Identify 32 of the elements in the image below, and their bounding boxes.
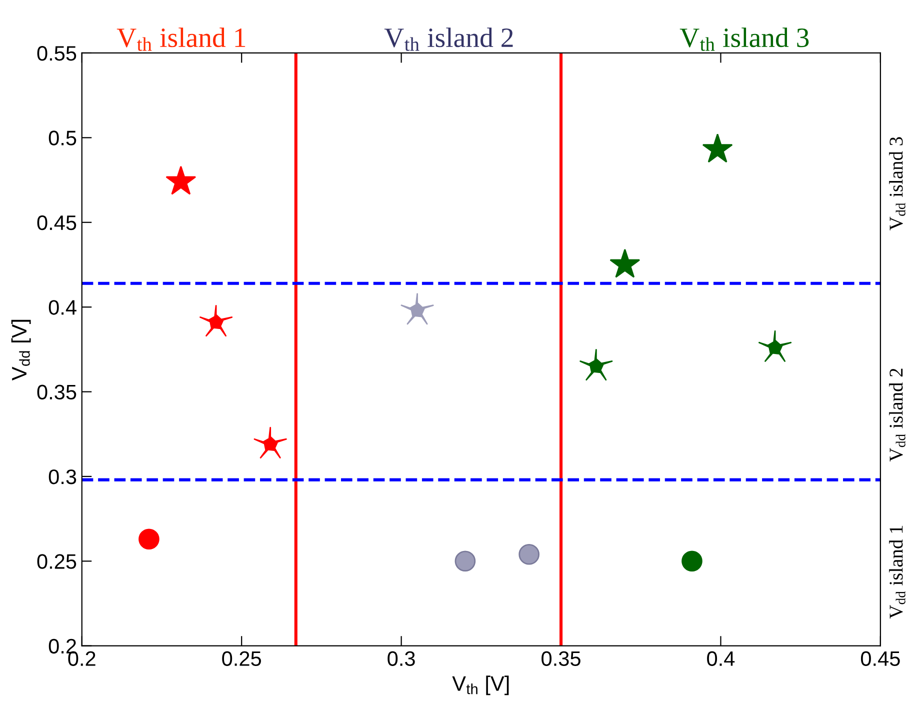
y-tick-label: 0.5 [48, 130, 76, 146]
text: V$_{th}$ island 1 [116, 28, 246, 51]
y-tick-label: 0.4 [48, 300, 76, 315]
point [518, 544, 540, 565]
y-tick-label: 0.35 [37, 384, 76, 400]
point [702, 134, 733, 163]
x-tick-label: 0.45 [860, 651, 900, 666]
y-tick-label: 0.55 [37, 46, 76, 61]
point [454, 550, 476, 572]
x-tick-label: 0.4 [707, 651, 735, 666]
point [400, 293, 434, 325]
text: V$_{th}$ island 3 [680, 28, 809, 51]
y-tick-label: 0.25 [37, 554, 76, 569]
text: V$_{dd}$ island 2 [889, 368, 906, 462]
y-tick-label: 0.45 [37, 215, 76, 230]
x-tick-label: 0.3 [388, 651, 415, 666]
point [610, 248, 640, 278]
point [758, 330, 792, 362]
text: V$_{dd}$ island 1 [889, 526, 906, 619]
x-tick-label: 0.25 [222, 651, 261, 666]
point [254, 426, 287, 458]
text: V$_{th}$ island 2 [384, 28, 513, 51]
y-tick-label: 0.3 [48, 469, 76, 484]
y-axis-title: V$_{dd}$ [V] [11, 320, 31, 380]
x-axis-title: V$_{th}$ [V] [452, 676, 509, 696]
point [199, 304, 233, 336]
point [166, 166, 196, 195]
point [138, 528, 160, 550]
point [682, 550, 702, 572]
point [580, 348, 613, 381]
text: V$_{dd}$ island 3 [889, 137, 906, 230]
x-tick-label: 0.35 [542, 651, 580, 666]
